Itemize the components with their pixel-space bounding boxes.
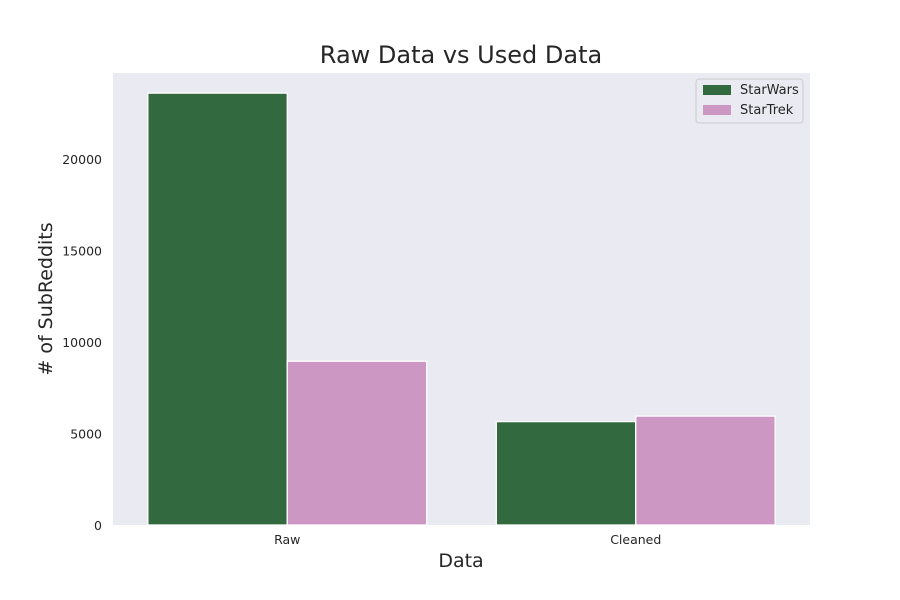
y-axis-label: # of SubReddits xyxy=(35,222,57,375)
y-tick-label: 5000 xyxy=(70,427,102,442)
y-tick-label: 10000 xyxy=(62,335,102,350)
legend-swatch-starwars xyxy=(703,85,731,95)
x-axis-label: Data xyxy=(438,550,483,572)
y-axis-ticks: 0 5000 10000 15000 20000 xyxy=(62,152,102,533)
y-tick-label: 0 xyxy=(94,518,102,533)
y-tick-label: 20000 xyxy=(62,152,102,167)
legend-label-startrek: StarTrek xyxy=(740,103,794,118)
chart-title: Raw Data vs Used Data xyxy=(320,41,602,69)
bars-layer xyxy=(147,92,776,526)
x-tick-label: Cleaned xyxy=(610,532,661,547)
bar-startrek-raw xyxy=(286,360,428,526)
x-tick-label: Raw xyxy=(274,532,300,547)
legend: StarWars StarTrek xyxy=(695,78,804,124)
bar-starwars-cleaned xyxy=(495,420,637,526)
x-axis-ticks: Raw Cleaned xyxy=(274,532,661,547)
y-tick-label: 15000 xyxy=(62,244,102,259)
legend-swatch-startrek xyxy=(703,105,731,115)
bar-starwars-raw xyxy=(147,92,288,526)
legend-label-starwars: StarWars xyxy=(740,83,799,98)
bar-startrek-cleaned xyxy=(635,415,776,526)
